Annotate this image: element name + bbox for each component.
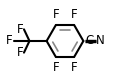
- Text: N: N: [96, 35, 105, 47]
- Text: F: F: [17, 46, 23, 59]
- Text: F: F: [17, 23, 23, 36]
- Text: F: F: [6, 35, 13, 47]
- Text: F: F: [53, 8, 59, 21]
- Text: F: F: [71, 8, 77, 21]
- Text: F: F: [71, 61, 77, 74]
- Text: F: F: [53, 61, 59, 74]
- Text: C: C: [85, 35, 93, 47]
